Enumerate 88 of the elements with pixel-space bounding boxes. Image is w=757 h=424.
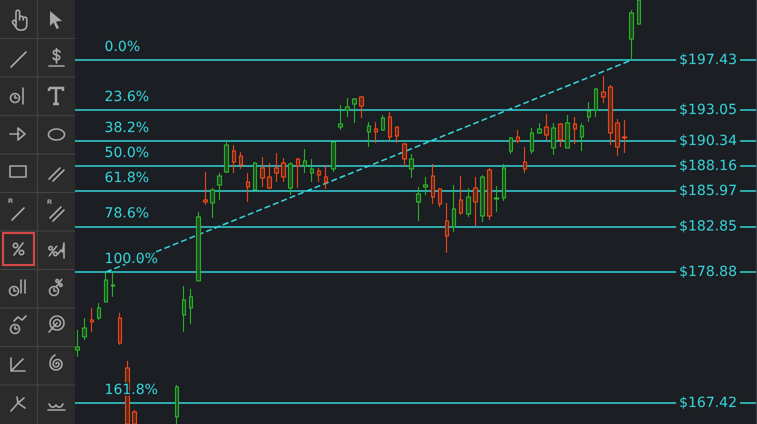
candlestick: [523, 146, 527, 174]
candlestick: [615, 118, 620, 156]
y-tick-label: $193.05: [679, 102, 737, 118]
candlestick: [431, 164, 435, 204]
candlestick: [374, 121, 378, 144]
candlestick: [175, 384, 179, 424]
candlestick: [594, 88, 598, 118]
candlestick: [423, 176, 428, 196]
candlestick: [104, 272, 108, 302]
candlestick: [608, 84, 613, 146]
y-tick-label: $178.88: [679, 264, 737, 280]
candlestick: [409, 153, 414, 178]
candlestick: [189, 288, 193, 324]
annotation: 38.2%: [104, 120, 150, 136]
candlestick: [97, 302, 101, 320]
candlestick: [502, 164, 506, 202]
candlestick: [530, 128, 534, 154]
candlestick: [90, 308, 94, 332]
candlestick: [565, 114, 570, 148]
candlestick: [395, 126, 399, 144]
candlestick: [232, 144, 236, 174]
candlestick: [388, 112, 392, 140]
candlestick: [494, 185, 499, 212]
candlestick: [253, 161, 257, 190]
candlestick: [580, 122, 584, 152]
candlestick: [345, 97, 350, 118]
candlestick: [217, 172, 222, 200]
annotation: 23.6%: [104, 89, 150, 106]
candlestick: [317, 168, 321, 182]
candlestick: [367, 121, 371, 148]
candlestick: [352, 97, 357, 124]
candlestick: [359, 96, 364, 118]
candlestick: [196, 212, 201, 282]
candlestick: [260, 156, 265, 188]
y-tick-label: $185.97: [679, 182, 737, 199]
candlestick: [338, 104, 343, 130]
candlestick: [239, 152, 243, 170]
candlestick: [622, 120, 627, 154]
candlestick: [118, 312, 122, 346]
candlestick: [587, 101, 591, 122]
candlestick: [310, 158, 314, 182]
candlestick: [324, 164, 328, 190]
y-tick-label: $188.16: [679, 158, 738, 174]
y-tick-label: $182.85: [679, 218, 737, 235]
candlestick: [303, 148, 307, 174]
y-tick-label: $190.34: [679, 133, 738, 150]
candlestick: [267, 162, 272, 190]
candlestick: [629, 9, 634, 60]
annotation: 0.0%: [104, 39, 140, 55]
candlestick: [281, 157, 286, 182]
candlestick: [111, 272, 115, 298]
candlestick: [459, 176, 463, 216]
candlestick: [381, 114, 385, 132]
candlestick: [558, 122, 563, 148]
candlestick: [551, 122, 556, 156]
candlestick: [466, 188, 471, 218]
y-tick-label: $167.42: [679, 394, 737, 411]
candlestick: [296, 157, 300, 188]
y-tick-label: $197.43: [679, 52, 737, 68]
candlestick: [445, 202, 449, 254]
candlestick: [288, 161, 293, 196]
candlestick: [132, 409, 137, 424]
candlestick: [416, 186, 421, 222]
candlestick: [452, 184, 456, 232]
candlestick: [224, 140, 229, 174]
candlestick: [331, 140, 336, 172]
candlestick: [210, 188, 215, 218]
candlestick: [516, 129, 520, 144]
candlestick: [246, 172, 250, 202]
candlestick: [402, 142, 407, 166]
candlestick: [537, 122, 542, 134]
annotation: 50.0%: [104, 144, 150, 161]
candlestick: [438, 188, 442, 208]
candlestick: [573, 116, 577, 144]
annotation: 61.8%: [104, 170, 150, 186]
candlestick: [487, 168, 492, 220]
candlestick: [274, 152, 279, 182]
candlestick: [473, 176, 478, 226]
candlestick: [182, 285, 186, 332]
candlestick: [509, 136, 513, 154]
candlestick: [637, 0, 641, 26]
candlestick: [480, 174, 485, 222]
candlestick: [203, 172, 208, 206]
candlestick: [601, 76, 606, 104]
candlestick: [75, 329, 80, 358]
candlestick: [82, 317, 87, 340]
annotation: 78.6%: [104, 206, 150, 222]
candlestick: [544, 113, 549, 140]
